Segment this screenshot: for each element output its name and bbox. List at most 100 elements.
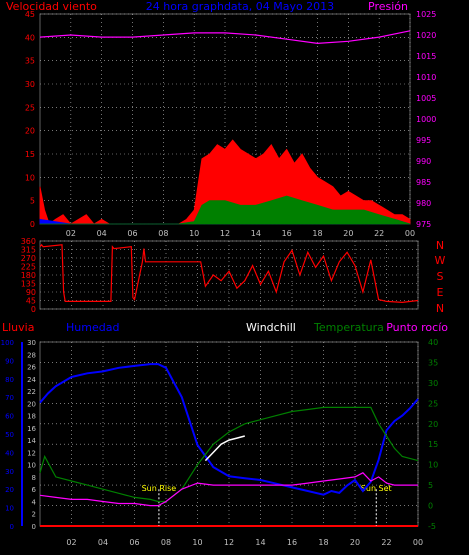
wind-speed-area (39, 139, 411, 225)
wind-pressure-panel: 0510152025303540459759809859909951000100… (25, 10, 437, 238)
bottom-x-tick-label: 14 (255, 538, 265, 547)
top-left-tick-label: 15 (25, 150, 35, 159)
top-right-tick-label: 1000 (416, 115, 436, 124)
temp-tick-label: -5 (428, 522, 436, 531)
humidity-tick-label: 40 (5, 449, 14, 457)
top-right-tick-label: 1020 (416, 31, 436, 40)
rain-tick-label: 28 (27, 351, 36, 359)
humidity-tick-label: 70 (5, 394, 14, 402)
humidity-line (39, 363, 419, 496)
mid-y-tick-label: 45 (26, 297, 36, 306)
top-left-tick-label: 45 (25, 10, 35, 19)
top-right-tick-label: 1025 (416, 10, 436, 19)
top-x-tick-label: 16 (282, 229, 292, 238)
rain-tick-label: 4 (32, 498, 37, 506)
temp-tick-label: 35 (428, 358, 438, 367)
rain-tick-label: 24 (27, 376, 36, 384)
temp-tick-label: 30 (428, 379, 438, 388)
rain-tick-label: 18 (27, 413, 36, 421)
top-right-tick-label: 975 (416, 220, 431, 229)
temp-tick-label: 5 (428, 481, 433, 490)
windchill-line (204, 435, 245, 462)
top-x-tick-label: 14 (251, 229, 261, 238)
top-left-tick-label: 35 (25, 57, 35, 66)
bottom-x-tick-label: 04 (98, 538, 108, 547)
humidity-tick-label: 20 (5, 486, 14, 494)
bottom-x-tick-label: 00 (413, 538, 423, 547)
temp-tick-label: 40 (428, 338, 438, 347)
bottom-x-tick-label: 12 (224, 538, 234, 547)
temp-tick-label: 10 (428, 461, 438, 470)
bottom-x-tick-label: 10 (192, 538, 202, 547)
bottom-x-tick-label: 06 (129, 538, 139, 547)
humidity-tick-label: 50 (5, 431, 14, 439)
mid-y-tick-label: 135 (21, 280, 36, 289)
top-right-tick-label: 1015 (416, 52, 436, 61)
top-right-tick-label: 1010 (416, 73, 436, 82)
top-right-tick-label: 995 (416, 136, 431, 145)
top-left-tick-label: 10 (25, 173, 35, 182)
dewpoint-line (39, 472, 418, 507)
wind-speed-header: Velocidad viento (6, 0, 97, 13)
rain-tick-label: 22 (27, 388, 36, 396)
top-x-tick-label: 04 (97, 229, 107, 238)
top-left-tick-label: 25 (25, 103, 35, 112)
windchill-header: Windchill (246, 321, 296, 334)
top-right-tick-label: 985 (416, 178, 431, 187)
bottom-x-tick-label: 22 (381, 538, 391, 547)
temp-tick-label: 15 (428, 440, 438, 449)
mid-y-tick-label: 315 (21, 246, 36, 255)
rain-tick-label: 0 (32, 523, 36, 531)
mid-y-tick-label: 0 (31, 305, 36, 314)
dewpoint-header: Punto rocío (386, 321, 448, 334)
top-left-tick-label: 20 (25, 127, 35, 136)
humidity-tick-label: 100 (1, 339, 14, 347)
humidity-tick-label: 60 (5, 413, 14, 421)
rain-tick-label: 10 (27, 462, 36, 470)
mid-y-tick-label: 90 (26, 288, 36, 297)
rain-tick-label: 8 (32, 474, 36, 482)
temperature-humidity-panel: 0102030405060708090100024681012141618202… (1, 338, 439, 547)
bottom-x-tick-label: 18 (318, 538, 328, 547)
humidity-tick-label: 0 (10, 523, 14, 531)
top-x-tick-label: 18 (312, 229, 322, 238)
dir-label-s: S (437, 270, 444, 283)
top-right-tick-label: 980 (416, 199, 431, 208)
rain-tick-label: 14 (27, 437, 36, 445)
mid-y-tick-label: 180 (21, 271, 36, 280)
humidity-tick-label: 80 (5, 376, 14, 384)
top-x-tick-label: 20 (343, 229, 353, 238)
rain-tick-label: 16 (27, 425, 36, 433)
rain-tick-label: 26 (27, 364, 36, 372)
humidity-tick-label: 10 (5, 505, 14, 513)
top-left-tick-label: 0 (30, 220, 35, 229)
top-x-tick-label: 02 (66, 229, 76, 238)
bottom-x-tick-label: 20 (350, 538, 360, 547)
sunrise-label: Sun Rise (142, 484, 177, 493)
top-x-tick-label: 22 (374, 229, 384, 238)
pressure-header: Presión (368, 0, 408, 13)
pressure-line (39, 30, 411, 45)
top-left-tick-label: 30 (25, 80, 35, 89)
dir-label-n-top: N (436, 239, 444, 252)
top-x-tick-label: 08 (158, 229, 168, 238)
temp-tick-label: 25 (428, 399, 438, 408)
dir-label-w: W (435, 254, 446, 267)
wind-avg-area (40, 195, 411, 225)
mid-y-tick-label: 270 (21, 254, 36, 263)
rain-tick-label: 12 (27, 449, 36, 457)
top-x-tick-label: 12 (220, 229, 230, 238)
top-right-tick-label: 990 (416, 157, 431, 166)
humidity-tick-label: 90 (5, 357, 14, 365)
top-x-tick-label: 06 (127, 229, 137, 238)
sunset-label: Sun Set (361, 484, 392, 493)
wind-direction-line (39, 243, 419, 304)
top-x-tick-label: 00 (405, 229, 415, 238)
rain-tick-label: 30 (27, 339, 36, 347)
dir-label-n-bottom: N (436, 302, 444, 315)
temp-tick-label: 0 (428, 502, 433, 511)
dir-label-e: E (437, 286, 444, 299)
